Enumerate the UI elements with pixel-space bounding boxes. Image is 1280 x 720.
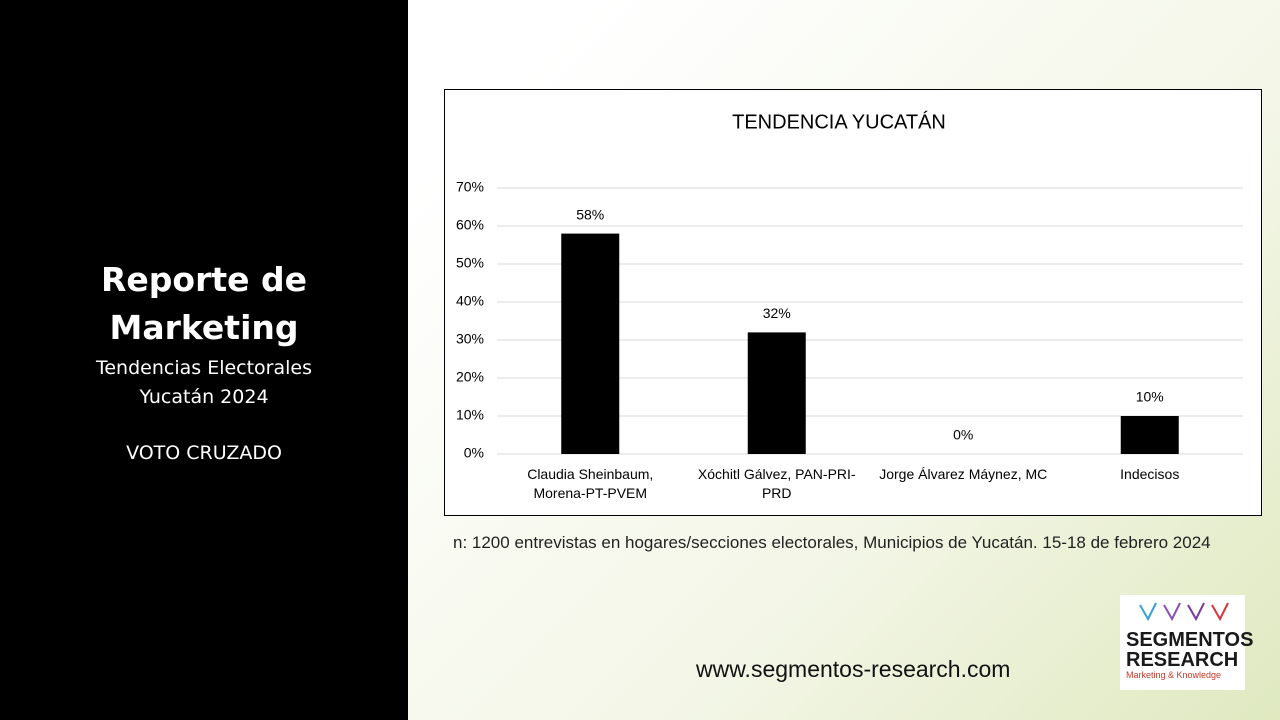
logo-line: RESEARCH — [1126, 649, 1239, 671]
y-tick-label: 20% — [456, 369, 484, 385]
data-label: 0% — [953, 427, 973, 443]
logo: SEGMENTOS RESEARCH Marketing & Knowledge — [1120, 595, 1254, 690]
logo-tagline: Marketing & Knowledge — [1126, 670, 1222, 680]
y-tick-label: 30% — [456, 331, 484, 347]
footnote: n: 1200 entrevistas en hogares/secciones… — [453, 533, 1211, 552]
y-tick-label: 70% — [456, 179, 484, 195]
y-tick-label: 10% — [456, 407, 484, 423]
sidebar: Reporte de Marketing Tendencias Electora… — [0, 0, 408, 720]
y-tick-label: 60% — [456, 217, 484, 233]
x-tick-label: Claudia Sheinbaum, Morena-PT-PVEM — [527, 466, 654, 501]
sidebar-title: Reporte de Marketing — [100, 260, 307, 347]
bar — [561, 233, 620, 454]
sidebar-subtitle: Tendencias Electorales Yucatán 2024 — [95, 357, 313, 408]
website: www.segmentos-research.com — [696, 656, 1011, 682]
sidebar-label: VOTO CRUZADO — [126, 442, 282, 464]
data-label: 58% — [576, 206, 604, 222]
chart-title: TENDENCIA YUCATÁN — [732, 110, 946, 133]
bar — [1120, 416, 1179, 454]
x-tick-label: Xóchitl Gálvez, PAN-PRI-PRD — [697, 466, 856, 501]
logo-icon — [1139, 602, 1229, 622]
x-tick-label: Jorge Álvarez Máynez, MC — [879, 466, 1048, 482]
x-tick-label: Indecisos — [1120, 466, 1180, 482]
logo-line: SEGMENTOS — [1126, 629, 1254, 651]
y-tick-label: 50% — [456, 255, 484, 271]
bar — [747, 332, 806, 454]
data-label: 32% — [763, 305, 791, 321]
data-label: 10% — [1136, 389, 1164, 405]
y-tick-label: 0% — [464, 445, 484, 461]
y-tick-label: 40% — [456, 293, 484, 309]
